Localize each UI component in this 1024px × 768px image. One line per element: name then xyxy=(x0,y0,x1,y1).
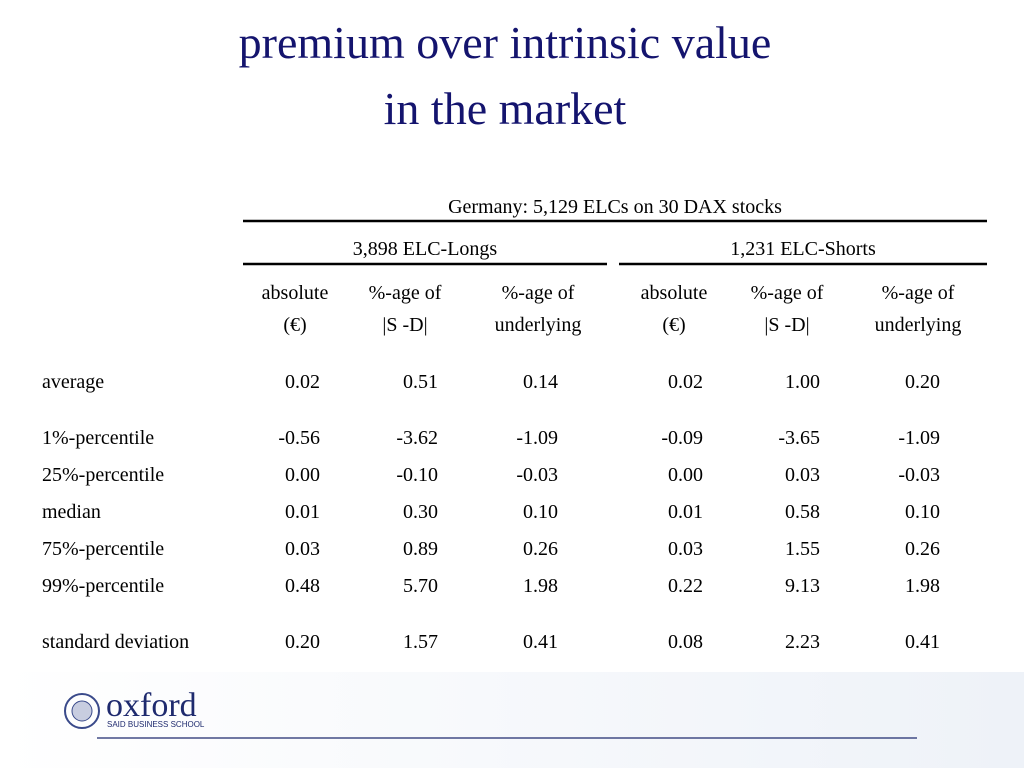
column-header: (€) xyxy=(283,314,306,336)
row-label: 1%-percentile xyxy=(42,427,154,449)
cell-value: 1.98 xyxy=(905,575,940,597)
column-header: absolute xyxy=(262,282,329,304)
cell-value: 0.41 xyxy=(523,631,558,653)
subgroup-header: 1,231 ELC-Shorts xyxy=(730,238,876,260)
cell-value: 0.01 xyxy=(668,501,703,523)
cell-value: 0.20 xyxy=(905,371,940,393)
crest xyxy=(64,693,100,729)
cell-value: 0.08 xyxy=(668,631,703,653)
cell-value: 0.00 xyxy=(285,464,320,486)
cell-value: 0.48 xyxy=(285,575,320,597)
column-header: |S -D| xyxy=(764,314,809,336)
cell-value: -3.65 xyxy=(778,427,820,449)
column-header: underlying xyxy=(875,314,962,336)
crest xyxy=(71,700,93,722)
cell-value: 0.58 xyxy=(785,501,820,523)
cell-value: 0.01 xyxy=(285,501,320,523)
column-header: %-age of xyxy=(751,282,824,304)
cell-value: 0.14 xyxy=(523,371,558,393)
cell-value: -1.09 xyxy=(516,427,558,449)
cell-value: 0.51 xyxy=(403,371,438,393)
group-header: Germany: 5,129 ELCs on 30 DAX stocks xyxy=(448,196,782,218)
row-label: 99%-percentile xyxy=(42,575,164,597)
logo-subtext: SAID BUSINESS SCHOOL xyxy=(107,720,205,729)
cell-value: 0.03 xyxy=(785,464,820,486)
cell-value: 2.23 xyxy=(785,631,820,653)
cell-value: 0.89 xyxy=(403,538,438,560)
row-label: median xyxy=(42,501,101,523)
cell-value: 5.70 xyxy=(403,575,438,597)
cell-value: 1.55 xyxy=(785,538,820,560)
column-header: %-age of xyxy=(502,282,575,304)
column-header: |S -D| xyxy=(382,314,427,336)
cell-value: 0.03 xyxy=(668,538,703,560)
cell-value: 0.26 xyxy=(905,538,940,560)
logo: oxford SAID BUSINESS SCHOOL xyxy=(64,687,205,729)
cell-value: 0.26 xyxy=(523,538,558,560)
cell-value: 0.10 xyxy=(523,501,558,523)
cell-value: -0.03 xyxy=(898,464,940,486)
cell-value: 0.02 xyxy=(668,371,703,393)
row-label: average xyxy=(42,371,104,393)
cell-value: 9.13 xyxy=(785,575,820,597)
title-line-1: premium over intrinsic value xyxy=(239,17,772,68)
cell-value: 0.10 xyxy=(905,501,940,523)
row-label: 25%-percentile xyxy=(42,464,164,486)
cell-value: -3.62 xyxy=(396,427,438,449)
cell-value: 1.57 xyxy=(403,631,438,653)
subgroup-header: 3,898 ELC-Longs xyxy=(353,238,498,260)
footer-band xyxy=(0,672,1024,768)
cell-value: 0.30 xyxy=(403,501,438,523)
cell-value: -0.10 xyxy=(396,464,438,486)
cell-value: 0.00 xyxy=(668,464,703,486)
title-line-2: in the market xyxy=(384,83,627,134)
cell-value: 0.22 xyxy=(668,575,703,597)
cell-value: -1.09 xyxy=(898,427,940,449)
row-label: 75%-percentile xyxy=(42,538,164,560)
cell-value: 0.02 xyxy=(285,371,320,393)
row-label: standard deviation xyxy=(42,631,189,653)
column-header: absolute xyxy=(641,282,708,304)
cell-value: 0.41 xyxy=(905,631,940,653)
cell-value: 1.00 xyxy=(785,371,820,393)
cell-value: -0.56 xyxy=(278,427,320,449)
cell-value: 0.20 xyxy=(285,631,320,653)
cell-value: -0.09 xyxy=(661,427,703,449)
column-header: %-age of xyxy=(882,282,955,304)
column-header: (€) xyxy=(662,314,685,336)
table: absolute (€) %-age of |S -D| %-age of underly… xyxy=(42,282,961,653)
logo-text: oxford xyxy=(106,687,197,724)
column-header: %-age of xyxy=(369,282,442,304)
column-header: underlying xyxy=(495,314,582,336)
cell-value: -0.03 xyxy=(516,464,558,486)
cell-value: 0.03 xyxy=(285,538,320,560)
cell-value: 1.98 xyxy=(523,575,558,597)
